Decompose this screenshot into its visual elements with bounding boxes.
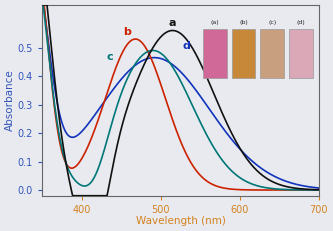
Y-axis label: Absorbance: Absorbance	[5, 70, 15, 131]
Text: d: d	[183, 41, 191, 51]
Text: a: a	[168, 18, 176, 28]
X-axis label: Wavelength (nm): Wavelength (nm)	[136, 216, 225, 226]
Text: c: c	[107, 52, 114, 62]
Text: b: b	[123, 27, 131, 37]
